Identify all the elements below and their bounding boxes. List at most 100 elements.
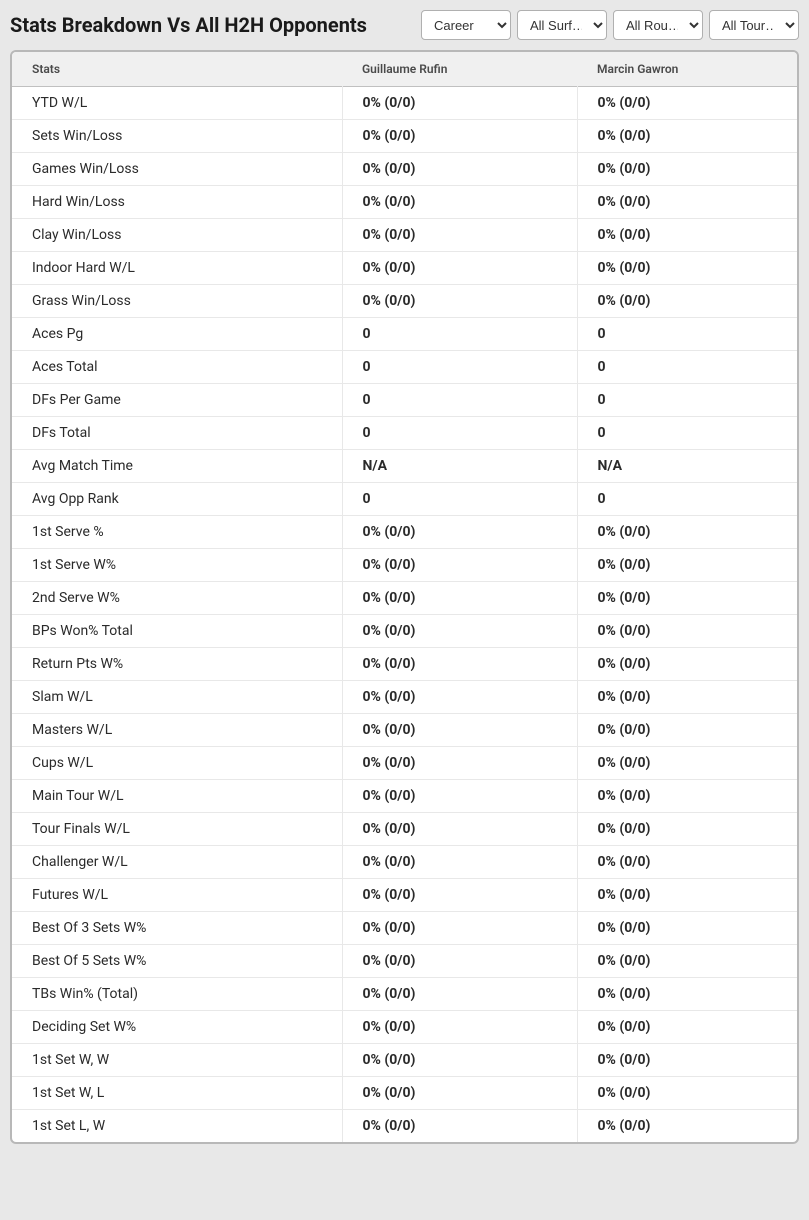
table-row: Slam W/L0% (0/0)0% (0/0) bbox=[12, 681, 797, 714]
table-row: Sets Win/Loss0% (0/0)0% (0/0) bbox=[12, 120, 797, 153]
player2-value: 0% (0/0) bbox=[577, 153, 797, 186]
player1-value: 0% (0/0) bbox=[342, 912, 577, 945]
player1-value: 0% (0/0) bbox=[342, 252, 577, 285]
player2-value: 0% (0/0) bbox=[577, 252, 797, 285]
stat-label: Best Of 3 Sets W% bbox=[12, 912, 342, 945]
table-row: 1st Set W, L0% (0/0)0% (0/0) bbox=[12, 1077, 797, 1110]
table-row: 1st Serve %0% (0/0)0% (0/0) bbox=[12, 516, 797, 549]
player2-value: 0% (0/0) bbox=[577, 549, 797, 582]
player2-value: 0% (0/0) bbox=[577, 87, 797, 120]
table-row: Indoor Hard W/L0% (0/0)0% (0/0) bbox=[12, 252, 797, 285]
player1-value: 0 bbox=[342, 384, 577, 417]
table-row: BPs Won% Total0% (0/0)0% (0/0) bbox=[12, 615, 797, 648]
player2-value: 0% (0/0) bbox=[577, 615, 797, 648]
player1-value: 0% (0/0) bbox=[342, 516, 577, 549]
stat-label: 1st Set W, W bbox=[12, 1044, 342, 1077]
table-row: DFs Per Game00 bbox=[12, 384, 797, 417]
player1-value: 0% (0/0) bbox=[342, 1044, 577, 1077]
stat-label: Cups W/L bbox=[12, 747, 342, 780]
table-row: Tour Finals W/L0% (0/0)0% (0/0) bbox=[12, 813, 797, 846]
player1-value: 0 bbox=[342, 318, 577, 351]
table-row: Best Of 5 Sets W%0% (0/0)0% (0/0) bbox=[12, 945, 797, 978]
player1-value: 0% (0/0) bbox=[342, 681, 577, 714]
filter-group: Career All Surf… All Rou… All Tour… bbox=[421, 10, 799, 40]
table-row: Grass Win/Loss0% (0/0)0% (0/0) bbox=[12, 285, 797, 318]
player2-value: 0% (0/0) bbox=[577, 582, 797, 615]
player2-value: 0% (0/0) bbox=[577, 516, 797, 549]
stat-label: 1st Serve % bbox=[12, 516, 342, 549]
stats-table: Stats Guillaume Rufin Marcin Gawron YTD … bbox=[12, 52, 797, 1142]
player2-value: 0% (0/0) bbox=[577, 846, 797, 879]
table-row: Hard Win/Loss0% (0/0)0% (0/0) bbox=[12, 186, 797, 219]
table-row: TBs Win% (Total)0% (0/0)0% (0/0) bbox=[12, 978, 797, 1011]
player1-value: 0% (0/0) bbox=[342, 945, 577, 978]
table-row: Clay Win/Loss0% (0/0)0% (0/0) bbox=[12, 219, 797, 252]
column-header-player1: Guillaume Rufin bbox=[342, 52, 577, 87]
player1-value: 0% (0/0) bbox=[342, 1077, 577, 1110]
player1-value: 0% (0/0) bbox=[342, 846, 577, 879]
rounds-filter[interactable]: All Rou… bbox=[613, 10, 703, 40]
table-header-row: Stats Guillaume Rufin Marcin Gawron bbox=[12, 52, 797, 87]
table-row: Return Pts W%0% (0/0)0% (0/0) bbox=[12, 648, 797, 681]
stat-label: Hard Win/Loss bbox=[12, 186, 342, 219]
player1-value: 0% (0/0) bbox=[342, 219, 577, 252]
player1-value: 0% (0/0) bbox=[342, 582, 577, 615]
table-row: Deciding Set W%0% (0/0)0% (0/0) bbox=[12, 1011, 797, 1044]
stat-label: Best Of 5 Sets W% bbox=[12, 945, 342, 978]
stat-label: Deciding Set W% bbox=[12, 1011, 342, 1044]
player1-value: 0% (0/0) bbox=[342, 879, 577, 912]
player2-value: 0% (0/0) bbox=[577, 1110, 797, 1143]
stat-label: TBs Win% (Total) bbox=[12, 978, 342, 1011]
player2-value: 0% (0/0) bbox=[577, 1044, 797, 1077]
table-row: Best Of 3 Sets W%0% (0/0)0% (0/0) bbox=[12, 912, 797, 945]
stat-label: Return Pts W% bbox=[12, 648, 342, 681]
stat-label: DFs Per Game bbox=[12, 384, 342, 417]
player2-value: 0 bbox=[577, 483, 797, 516]
column-header-stats: Stats bbox=[12, 52, 342, 87]
table-row: YTD W/L0% (0/0)0% (0/0) bbox=[12, 87, 797, 120]
career-filter[interactable]: Career bbox=[421, 10, 511, 40]
player1-value: 0% (0/0) bbox=[342, 120, 577, 153]
stat-label: BPs Won% Total bbox=[12, 615, 342, 648]
stat-label: YTD W/L bbox=[12, 87, 342, 120]
stat-label: Aces Pg bbox=[12, 318, 342, 351]
player2-value: 0% (0/0) bbox=[577, 747, 797, 780]
table-row: Challenger W/L0% (0/0)0% (0/0) bbox=[12, 846, 797, 879]
page-header: Stats Breakdown Vs All H2H Opponents Car… bbox=[0, 0, 809, 50]
player2-value: 0% (0/0) bbox=[577, 681, 797, 714]
player1-value: 0 bbox=[342, 351, 577, 384]
player2-value: 0% (0/0) bbox=[577, 285, 797, 318]
table-row: 1st Serve W%0% (0/0)0% (0/0) bbox=[12, 549, 797, 582]
stat-label: Grass Win/Loss bbox=[12, 285, 342, 318]
player2-value: 0% (0/0) bbox=[577, 186, 797, 219]
stat-label: Futures W/L bbox=[12, 879, 342, 912]
stat-label: Masters W/L bbox=[12, 714, 342, 747]
player1-value: 0% (0/0) bbox=[342, 714, 577, 747]
stat-label: Sets Win/Loss bbox=[12, 120, 342, 153]
player2-value: 0% (0/0) bbox=[577, 120, 797, 153]
player1-value: N/A bbox=[342, 450, 577, 483]
player2-value: 0% (0/0) bbox=[577, 912, 797, 945]
table-row: Avg Match TimeN/AN/A bbox=[12, 450, 797, 483]
player2-value: 0 bbox=[577, 351, 797, 384]
player2-value: 0% (0/0) bbox=[577, 945, 797, 978]
table-row: 2nd Serve W%0% (0/0)0% (0/0) bbox=[12, 582, 797, 615]
stat-label: Slam W/L bbox=[12, 681, 342, 714]
tours-filter[interactable]: All Tour… bbox=[709, 10, 799, 40]
player1-value: 0 bbox=[342, 483, 577, 516]
player2-value: 0% (0/0) bbox=[577, 813, 797, 846]
column-header-player2: Marcin Gawron bbox=[577, 52, 797, 87]
player2-value: 0% (0/0) bbox=[577, 714, 797, 747]
stat-label: Avg Opp Rank bbox=[12, 483, 342, 516]
player2-value: 0 bbox=[577, 417, 797, 450]
stat-label: Games Win/Loss bbox=[12, 153, 342, 186]
player1-value: 0% (0/0) bbox=[342, 615, 577, 648]
table-row: 1st Set L, W0% (0/0)0% (0/0) bbox=[12, 1110, 797, 1143]
surface-filter[interactable]: All Surf… bbox=[517, 10, 607, 40]
stat-label: Clay Win/Loss bbox=[12, 219, 342, 252]
table-row: Masters W/L0% (0/0)0% (0/0) bbox=[12, 714, 797, 747]
table-row: Futures W/L0% (0/0)0% (0/0) bbox=[12, 879, 797, 912]
stat-label: Avg Match Time bbox=[12, 450, 342, 483]
player2-value: 0% (0/0) bbox=[577, 1077, 797, 1110]
stat-label: 1st Serve W% bbox=[12, 549, 342, 582]
